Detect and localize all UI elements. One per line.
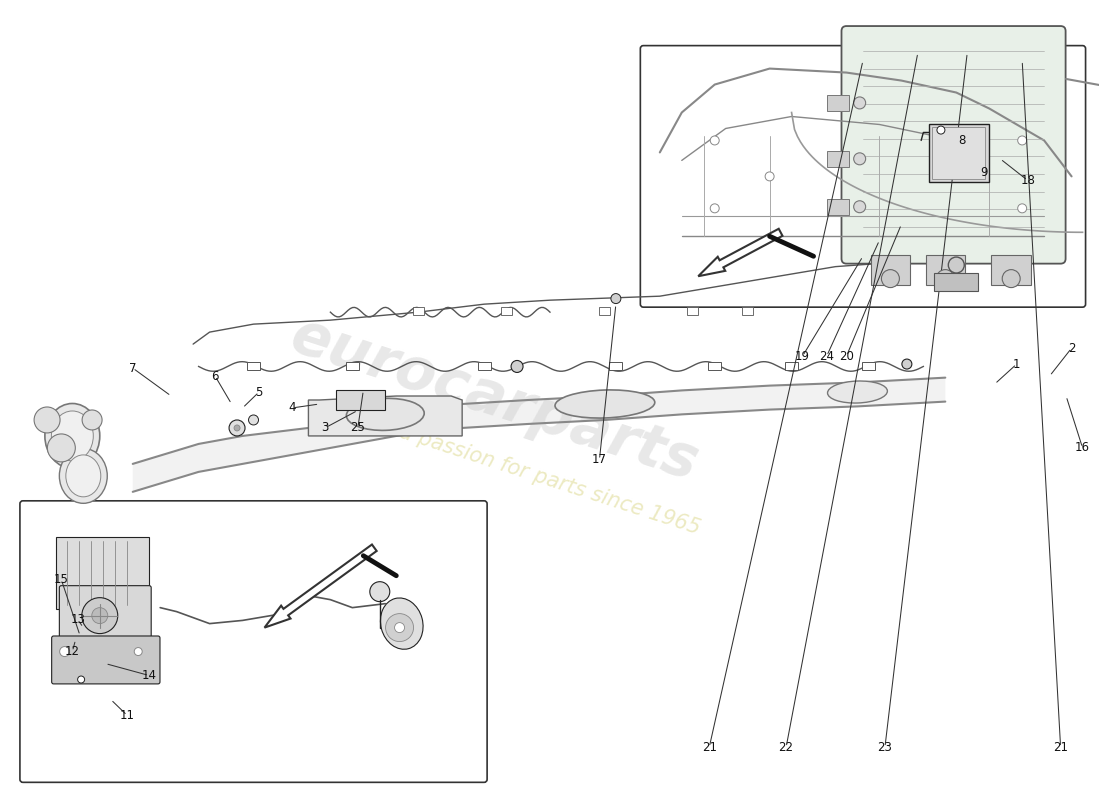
Polygon shape: [264, 545, 376, 628]
Circle shape: [78, 676, 85, 683]
Text: eurocarparts: eurocarparts: [284, 307, 706, 493]
Circle shape: [854, 201, 866, 213]
Ellipse shape: [45, 403, 100, 468]
Bar: [827, 95, 849, 111]
Circle shape: [512, 361, 522, 373]
Circle shape: [82, 410, 102, 430]
Text: a passion for parts since 1965: a passion for parts since 1965: [397, 422, 703, 538]
Text: 1: 1: [1013, 358, 1021, 370]
Text: 19: 19: [795, 350, 810, 362]
Circle shape: [249, 415, 258, 425]
Circle shape: [34, 407, 60, 433]
Circle shape: [711, 204, 719, 213]
Circle shape: [91, 608, 108, 624]
Circle shape: [854, 153, 866, 165]
Text: 5: 5: [255, 386, 263, 398]
FancyBboxPatch shape: [52, 636, 160, 684]
Text: 6: 6: [211, 370, 219, 382]
Bar: [412, 306, 424, 314]
Polygon shape: [698, 229, 782, 276]
Text: 18: 18: [1020, 174, 1035, 187]
Circle shape: [610, 294, 620, 303]
Circle shape: [1002, 270, 1020, 287]
Text: 20: 20: [839, 350, 854, 362]
Bar: [336, 390, 385, 410]
Text: 13: 13: [70, 613, 86, 626]
Text: 8: 8: [958, 134, 966, 147]
Polygon shape: [133, 378, 945, 492]
Text: 24: 24: [820, 350, 834, 362]
Circle shape: [711, 136, 719, 145]
Bar: [934, 273, 978, 290]
Text: 3: 3: [321, 422, 329, 434]
Circle shape: [902, 359, 912, 369]
Bar: [688, 306, 698, 314]
Text: 9: 9: [980, 166, 988, 179]
Ellipse shape: [66, 455, 101, 497]
Text: 21: 21: [702, 741, 717, 754]
Circle shape: [766, 172, 774, 181]
Circle shape: [881, 270, 900, 287]
Bar: [928, 125, 989, 182]
Ellipse shape: [556, 390, 654, 418]
Ellipse shape: [827, 381, 888, 403]
Bar: [862, 362, 874, 370]
FancyBboxPatch shape: [20, 501, 487, 782]
Circle shape: [234, 425, 240, 431]
Circle shape: [936, 270, 955, 287]
Text: 2: 2: [1068, 342, 1076, 354]
Bar: [500, 306, 512, 314]
Bar: [477, 362, 491, 370]
Circle shape: [395, 622, 405, 633]
Circle shape: [81, 598, 118, 634]
Ellipse shape: [52, 411, 94, 461]
Bar: [345, 362, 359, 370]
Bar: [827, 151, 849, 167]
Text: 14: 14: [142, 669, 156, 682]
Bar: [991, 254, 1031, 285]
Text: 25: 25: [351, 422, 365, 434]
Circle shape: [59, 646, 69, 657]
Circle shape: [937, 126, 945, 134]
Circle shape: [134, 647, 142, 655]
FancyBboxPatch shape: [59, 586, 151, 650]
Circle shape: [1018, 136, 1026, 145]
Text: 4: 4: [288, 402, 296, 414]
Circle shape: [229, 420, 245, 436]
Text: 21: 21: [1053, 741, 1068, 754]
Text: 17: 17: [592, 454, 607, 466]
Ellipse shape: [59, 449, 108, 503]
Text: 7: 7: [129, 362, 136, 374]
FancyBboxPatch shape: [842, 26, 1066, 264]
Bar: [870, 254, 910, 285]
Bar: [600, 306, 610, 314]
Text: 12: 12: [65, 645, 80, 658]
Text: 16: 16: [1075, 442, 1090, 454]
Circle shape: [854, 97, 866, 109]
Circle shape: [386, 614, 414, 642]
Text: 23: 23: [878, 741, 892, 754]
Circle shape: [370, 582, 389, 602]
Circle shape: [47, 434, 75, 462]
Circle shape: [948, 257, 965, 273]
Text: 22: 22: [779, 741, 793, 754]
Bar: [925, 254, 965, 285]
Ellipse shape: [381, 598, 424, 650]
Text: 15: 15: [54, 573, 69, 586]
Bar: [785, 362, 799, 370]
Bar: [742, 306, 754, 314]
Bar: [246, 362, 260, 370]
Ellipse shape: [346, 398, 425, 430]
Bar: [56, 538, 150, 610]
Bar: [609, 362, 623, 370]
Text: 11: 11: [120, 709, 134, 722]
Bar: [932, 127, 984, 178]
Bar: [827, 198, 849, 214]
FancyBboxPatch shape: [640, 46, 1086, 307]
Circle shape: [1018, 204, 1026, 213]
Polygon shape: [308, 396, 462, 436]
Bar: [708, 362, 722, 370]
